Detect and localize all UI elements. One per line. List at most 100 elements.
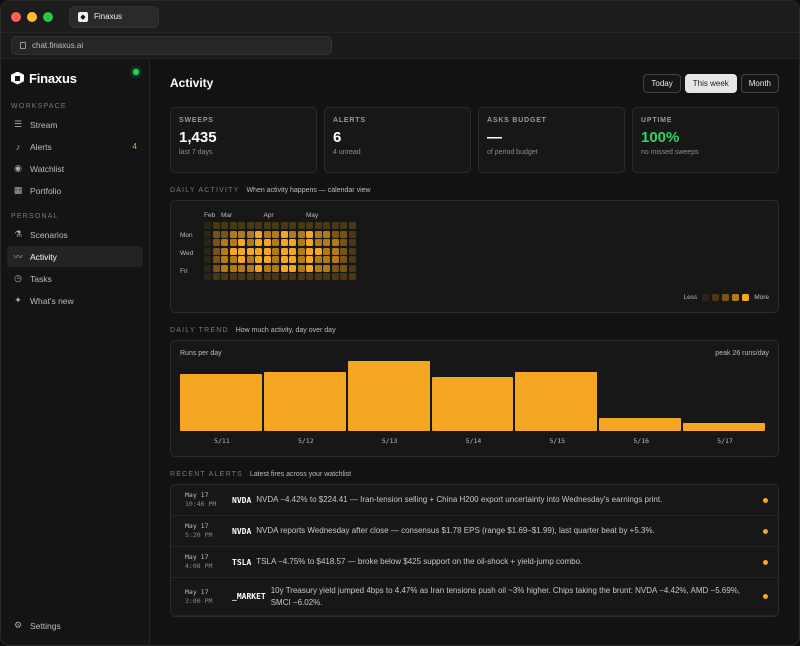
sidebar-item-stream[interactable]: ☰ Stream: [7, 114, 143, 135]
range-this-week-button[interactable]: This week: [684, 73, 737, 93]
range-month-button[interactable]: Month: [740, 73, 779, 93]
heatmap-cell: [229, 264, 237, 272]
alert-row[interactable]: May 17 5:20 PM NVDA NVDA reports Wednesday …: [171, 516, 778, 547]
heatmap-cell: [331, 239, 339, 246]
heatmap-cell: [204, 222, 211, 229]
heatmap-cell: [263, 230, 271, 238]
heatmap-cell: [221, 273, 228, 280]
weekday-label: Fri: [180, 268, 188, 275]
heatmap-cell: [221, 230, 228, 238]
trend-bar-5-12: [263, 371, 346, 431]
heatmap-cell: [229, 273, 237, 280]
heatmap-cell: [289, 230, 296, 238]
alert-row[interactable]: May 17 10:46 PM NVDA NVDA −4.42% to $224.41…: [171, 485, 778, 516]
heatmap-cell: [229, 256, 237, 263]
heatmap-cell: [238, 247, 245, 255]
heatmap-cell: [314, 222, 322, 229]
heatmap-cell: [280, 264, 288, 272]
heatmap-cell: [306, 230, 313, 238]
legend-more-label: More: [754, 294, 769, 301]
heatmap-cell: [212, 264, 220, 272]
heatmap-cell: [255, 247, 262, 255]
heatmap-cell: [212, 247, 220, 255]
maximize-window-button[interactable]: [43, 11, 53, 22]
heatmap-cell: [263, 273, 271, 280]
heatmap-cell: [297, 239, 305, 246]
legend-swatch: [742, 294, 750, 301]
heatmap-cell: [238, 256, 245, 263]
trend-bar-5-13: [347, 361, 430, 431]
legend-swatch: [722, 294, 730, 301]
alert-timestamp: May 17 3:00 PM: [185, 588, 232, 606]
x-axis-tick-label: 5/14: [465, 437, 482, 445]
legend-swatch: [732, 294, 740, 301]
heatmap-cell: [306, 247, 313, 255]
sidebar-item-portfolio[interactable]: ▦ Portfolio: [7, 180, 143, 201]
heatmap-cell: [323, 247, 330, 255]
heatmap-cell: [331, 273, 339, 280]
range-today-button[interactable]: Today: [643, 73, 681, 93]
stat-subtext: 4 unread: [333, 149, 361, 156]
alert-date: May 17: [185, 553, 209, 561]
minimize-window-button[interactable]: [27, 11, 37, 22]
eye-icon: ◉: [14, 163, 22, 173]
heatmap-cell: [314, 273, 322, 280]
x-axis-tick-label: 5/16: [633, 437, 650, 445]
heatmap-cell: [297, 247, 305, 255]
unread-dot-icon: [763, 497, 768, 503]
workspace-section-label: WORKSPACE: [11, 103, 67, 110]
stat-value: 100%: [641, 129, 680, 146]
heatmap-cell: [221, 247, 228, 255]
heatmap-cell: [314, 247, 322, 255]
alert-timestamp: May 17 10:46 PM: [185, 491, 232, 509]
sidebar-item-label: Tasks: [30, 273, 52, 284]
bell-icon: ♪: [15, 141, 21, 152]
heatmap-cell: [255, 239, 262, 246]
heatmap-cell: [280, 273, 288, 280]
heatmap-cell: [348, 273, 356, 280]
heatmap-cell: [246, 247, 254, 255]
alert-row[interactable]: May 17 4:08 PM TSLA TSLA −4.75% to $418.57 …: [171, 547, 778, 578]
heatmap-cell: [306, 222, 313, 229]
url-text: chat.finaxus.ai: [32, 41, 84, 50]
alert-ticker: TSLA: [232, 557, 252, 567]
month-label: May: [306, 212, 319, 219]
sidebar-item-alerts[interactable]: ♪ Alerts 4: [7, 136, 143, 157]
heatmap-cell: [246, 264, 254, 272]
heatmap-cell: [297, 230, 305, 238]
stat-label: ASKS BUDGET: [487, 117, 547, 124]
sidebar-item-tasks[interactable]: ◷ Tasks: [7, 268, 143, 289]
stat-subtext: of period budget: [487, 149, 538, 156]
alert-row[interactable]: May 17 3:00 PM _MARKET 10y Treasury yield j…: [171, 578, 778, 616]
x-axis-tick-label: 5/15: [549, 437, 566, 445]
heatmap-cell: [263, 222, 271, 229]
heatmap-cell: [297, 222, 305, 229]
heatmap-cell: [238, 239, 245, 246]
address-bar[interactable]: chat.finaxus.ai: [11, 36, 332, 55]
heatmap-cell: [263, 239, 271, 246]
recent-alerts-list: May 17 10:46 PM NVDA NVDA −4.42% to $224.41…: [170, 484, 779, 617]
sidebar-item-label: Watchlist: [30, 163, 65, 174]
heatmap-cell: [289, 264, 296, 272]
heatmap-cell: [272, 273, 279, 280]
heatmap-cell: [306, 239, 313, 246]
brand[interactable]: Finaxus: [7, 63, 143, 93]
x-axis-tick-label: 5/17: [717, 437, 733, 445]
sidebar-item-watchlist[interactable]: ◉ Watchlist: [7, 158, 143, 179]
sidebar-item-scenarios[interactable]: ⚗ Scenarios: [7, 224, 143, 245]
alert-time: 5:20 PM: [185, 531, 213, 539]
sidebar-item-activity[interactable]: 〰 Activity: [7, 246, 143, 267]
sidebar-item-what-s-new[interactable]: ✦ What's new: [7, 290, 143, 311]
heatmap-cell: [272, 222, 279, 229]
heatmap-cell: [255, 256, 262, 263]
heatmap-cell: [323, 256, 330, 263]
sidebar-item-settings[interactable]: ⚙ Settings: [7, 615, 146, 636]
heatmap-cell: [348, 264, 356, 272]
heatmap-cell: [280, 239, 288, 246]
close-window-button[interactable]: [11, 11, 21, 22]
alert-message: NVDA reports Wednesday after close — con…: [256, 526, 655, 535]
stat-value: 6: [333, 129, 342, 146]
browser-tab[interactable]: ◆ Finaxus: [69, 5, 159, 28]
heatmap-cell: [297, 264, 305, 272]
month-label: Apr: [263, 212, 274, 219]
